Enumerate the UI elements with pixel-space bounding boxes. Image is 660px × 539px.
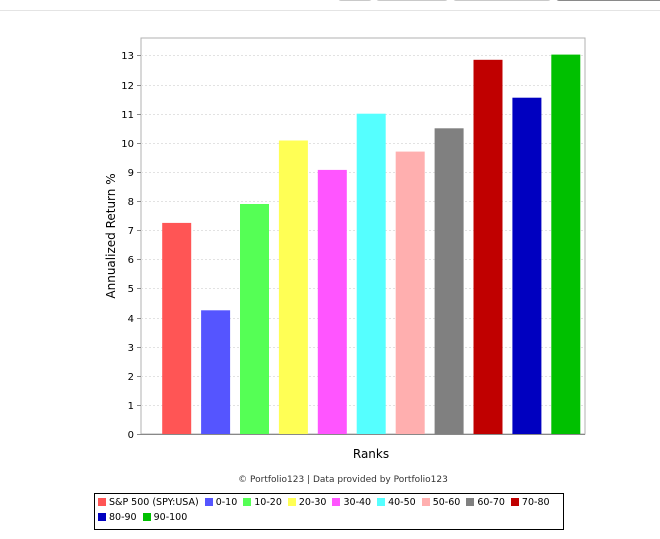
chart-credit: © Portfolio123 | Data provided by Portfo… [238,475,448,485]
bar-80-90[interactable] [512,97,542,434]
y-tick-label: 5 [128,284,134,295]
legend-item: 40-50 [377,495,416,510]
bar-layer [162,54,581,435]
toolbar-tab[interactable] [556,0,660,1]
x-axis-label: Ranks [353,447,389,461]
legend-item: S&P 500 (SPY:USA) [98,495,199,510]
legend-item: 50-60 [421,495,461,510]
legend-swatch [204,498,213,506]
y-tick-label: 2 [128,372,134,383]
legend-label: 80-90 [109,512,137,523]
bar-10-20[interactable] [240,204,269,434]
bar-40-50[interactable] [356,113,386,434]
bar-0-10[interactable] [201,310,231,435]
legend-swatch [421,498,430,506]
bar-s-p-500-spy-usa-[interactable] [162,222,192,434]
legend-item: 0-10 [204,495,238,510]
bar-50-60[interactable] [395,151,425,434]
legend-swatch [377,498,386,506]
bar-60-70[interactable] [434,128,464,435]
top-divider [0,10,660,11]
y-tick-label: 6 [128,255,134,266]
legend-item: 10-20 [243,495,282,510]
legend-swatch [98,513,106,521]
chart-legend: S&P 500 (SPY:USA) 0-10 10-20 20-30 30-40 40-5… [94,493,564,530]
y-tick-label: 11 [121,110,134,121]
y-tick-label: 3 [128,343,134,354]
y-tick-label: 7 [128,226,134,237]
legend-label: 20-30 [298,497,327,508]
y-tick-label: 12 [121,81,134,92]
legend-label: 10-20 [254,497,282,508]
legend-label: S&P 500 (SPY:USA) [109,497,199,508]
bar-30-40[interactable] [317,169,347,434]
legend-item: 30-40 [332,495,371,510]
y-tick-label: 8 [128,197,134,208]
y-tick-label: 13 [121,51,134,62]
legend-label: 0-10 [215,497,238,508]
legend-label: 40-50 [388,497,416,508]
legend-item: 90-100 [142,510,188,525]
legend-swatch [332,498,341,506]
legend-item: 80-90 [98,510,137,525]
y-tick-label: 10 [121,139,134,150]
y-tick-label: 9 [128,168,134,179]
legend-swatch [98,498,106,506]
bar-20-30[interactable] [278,140,308,435]
y-tick-label: 0 [128,430,134,441]
legend-swatch [142,513,151,521]
legend-swatch [287,498,296,506]
legend-swatch [510,498,519,506]
legend-item: 60-70 [466,495,505,510]
legend-swatch [243,498,252,506]
legend-label: 60-70 [477,497,505,508]
legend-label: 30-40 [343,497,372,508]
y-tick-label: 1 [128,401,134,412]
bar-90-100[interactable] [551,54,581,434]
legend-item: 20-30 [287,495,327,510]
legend-label: 90-100 [153,512,188,523]
legend-label: 50-60 [432,497,461,508]
legend-item: 70-80 [510,495,550,510]
y-tick-label: 4 [128,314,134,325]
legend-swatch [466,498,475,506]
y-axis-label: Annualized Return % [104,173,118,298]
bar-70-80[interactable] [473,59,503,435]
legend-label: 70-80 [521,497,550,508]
